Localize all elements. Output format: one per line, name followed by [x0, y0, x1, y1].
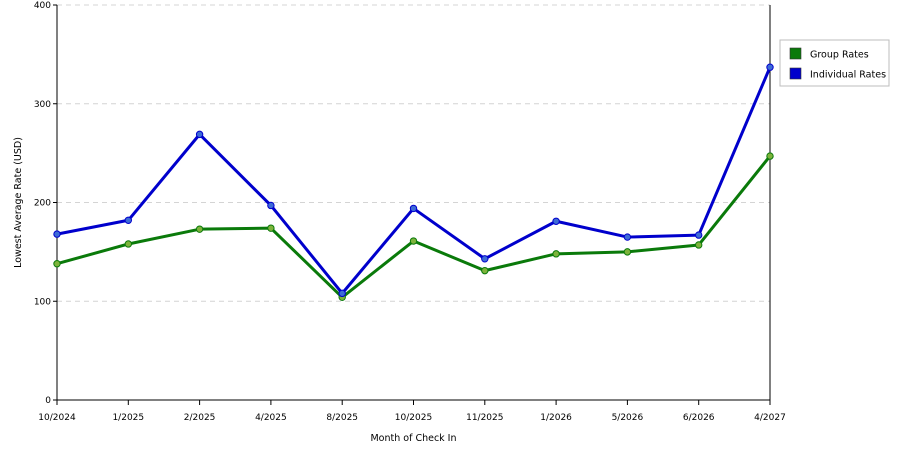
- y-ticks: 0 100 200 300 400: [34, 1, 57, 406]
- data-point-group-rates-0: [53, 260, 61, 268]
- series-individual-rates: [53, 63, 774, 298]
- series: [53, 63, 774, 301]
- x-tick-label-1: 1/2025: [112, 413, 144, 423]
- data-point-group-rates-3: [267, 224, 275, 232]
- data-point-individual-rates-9: [695, 231, 703, 239]
- x-tick-label-5: 10/2025: [395, 413, 432, 423]
- x-tick-label-6: 11/2025: [466, 413, 503, 423]
- x-tick-label-8: 5/2026: [612, 413, 644, 423]
- data-point-individual-rates-7: [552, 217, 560, 225]
- data-point-group-rates-5: [409, 237, 418, 245]
- x-ticks: 10/2024 1/2025 2/2025 4/2025 8/2025 10/2025 11…: [38, 400, 786, 423]
- series-line-individual-rates: [55, 65, 772, 295]
- data-point-group-rates-2: [195, 225, 204, 233]
- legend-label-individual-rates: Individual Rates: [810, 70, 886, 81]
- y-tick-label-400: 400: [34, 1, 51, 11]
- data-point-group-rates-1: [124, 240, 133, 248]
- legend-swatch-individual-rates: [789, 67, 802, 80]
- x-tick-label-9: 6/2026: [683, 413, 715, 423]
- legend: Group Rates Individual Rates: [779, 39, 890, 87]
- x-tick-label-2: 2/2025: [184, 413, 216, 423]
- data-point-individual-rates-6: [481, 255, 489, 263]
- data-point-individual-rates-8: [623, 233, 632, 241]
- data-point-group-rates-8: [623, 248, 632, 256]
- y-tick-label-0: 0: [45, 396, 51, 406]
- legend-swatch-group-rates: [789, 47, 802, 60]
- data-point-individual-rates-10: [766, 63, 774, 71]
- x-tick-label-3: 4/2025: [255, 413, 287, 423]
- y-tick-label-100: 100: [34, 297, 51, 307]
- y-tick-label-300: 300: [34, 100, 51, 110]
- y-axis-title: Lowest Average Rate (USD): [13, 137, 24, 268]
- data-point-individual-rates-0: [53, 230, 61, 238]
- legend-label-group-rates: Group Rates: [810, 50, 869, 61]
- series-group-rates: [53, 152, 774, 301]
- x-tick-label-10: 4/2027: [754, 413, 786, 423]
- data-point-individual-rates-4: [338, 289, 346, 298]
- x-tick-label-4: 8/2025: [326, 413, 358, 423]
- data-point-group-rates-7: [552, 250, 560, 258]
- y-tick-label-200: 200: [34, 199, 51, 209]
- data-point-individual-rates-3: [267, 201, 275, 210]
- x-tick-label-7: 1/2026: [540, 413, 572, 423]
- data-point-group-rates-6: [481, 266, 489, 275]
- data-point-individual-rates-2: [195, 130, 204, 139]
- data-point-group-rates-10: [766, 152, 774, 160]
- data-point-individual-rates-1: [124, 216, 133, 224]
- x-tick-label-0: 10/2024: [38, 413, 76, 423]
- x-axis-title: Month of Check In: [370, 433, 456, 444]
- data-point-group-rates-9: [695, 241, 703, 249]
- gridlines: [57, 4, 770, 302]
- data-point-individual-rates-5: [409, 204, 418, 213]
